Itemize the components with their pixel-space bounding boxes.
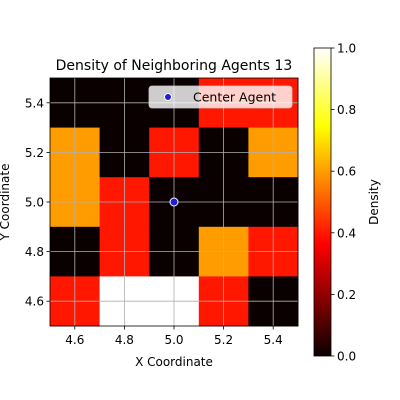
center-agent-marker bbox=[169, 197, 179, 207]
colorbar-tick-label: 0.6 bbox=[337, 165, 356, 179]
colorbar: 0.0 0.2 0.4 0.6 0.8 1.0 Density bbox=[313, 42, 381, 364]
y-tick-label: 4.8 bbox=[25, 245, 44, 259]
colorbar-label: Density bbox=[367, 179, 381, 225]
y-tick-label: 4.6 bbox=[25, 295, 44, 309]
legend-marker bbox=[164, 93, 172, 101]
colorbar-tick-label: 0.0 bbox=[337, 350, 356, 364]
colorbar-tick-label: 0.2 bbox=[337, 288, 356, 302]
y-tick-label: 5.2 bbox=[25, 146, 44, 160]
y-tick-label: 5.4 bbox=[25, 96, 44, 110]
y-tick-label: 5.0 bbox=[25, 196, 44, 210]
x-tick-label: 4.6 bbox=[65, 333, 84, 347]
x-tick-label: 5.4 bbox=[264, 333, 283, 347]
x-tick-label: 5.0 bbox=[164, 333, 183, 347]
colorbar-tick-label: 1.0 bbox=[337, 42, 356, 56]
chart-title: Density of Neighboring Agents 13 bbox=[56, 58, 293, 74]
grid-lines bbox=[50, 78, 298, 326]
y-axis-ticks: 4.6 4.8 5.0 5.2 5.4 bbox=[25, 96, 50, 309]
y-axis-label: Y Coordinate bbox=[0, 164, 12, 242]
colorbar-gradient bbox=[313, 47, 332, 357]
x-axis-ticks: 4.6 4.8 5.0 5.2 5.4 bbox=[65, 326, 283, 347]
legend: Center Agent bbox=[148, 85, 293, 109]
x-axis-label: X Coordinate bbox=[135, 355, 213, 369]
colorbar-tick-label: 0.8 bbox=[337, 103, 356, 117]
x-tick-label: 4.8 bbox=[115, 333, 134, 347]
colorbar-ticks: 0.0 0.2 0.4 0.6 0.8 1.0 bbox=[331, 42, 356, 364]
colorbar-tick-label: 0.4 bbox=[337, 226, 356, 240]
legend-box bbox=[148, 85, 293, 109]
legend-label: Center Agent bbox=[193, 90, 276, 105]
x-tick-label: 5.2 bbox=[214, 333, 233, 347]
